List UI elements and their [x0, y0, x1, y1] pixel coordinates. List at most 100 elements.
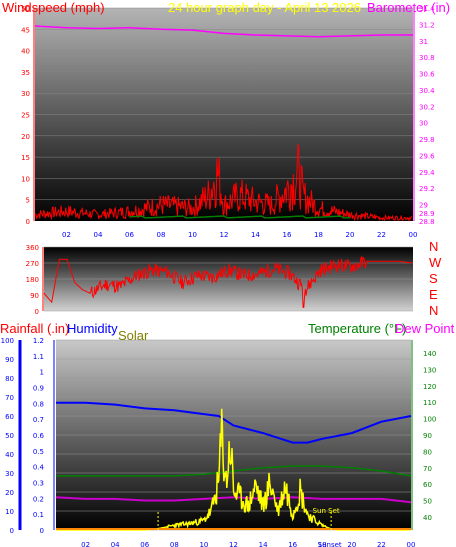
hour-tick-label: 20 — [346, 231, 355, 239]
wind-barometer-panel: 0 5 10 15 20 25 30 35 40 45 50 28.828.929 29.2 29.4 29… — [21, 5, 435, 239]
temperature-tick-label: 100 — [423, 416, 436, 424]
temperature-tick-label: 60 — [423, 481, 432, 489]
dewpoint-line — [55, 496, 412, 504]
humidity-tick-label: 0.3 — [33, 480, 44, 488]
compass-label: N — [429, 303, 438, 318]
windspeed-axis-title: Windspeed (mph) — [2, 0, 105, 15]
temperature-tick-label: 50 — [423, 498, 432, 506]
windspeed-tick-label: 20 — [21, 133, 30, 141]
hour-tick-label: 00 — [409, 231, 418, 239]
rainfall-tick-label: 70 — [5, 394, 14, 402]
direction-tick-label: 0 — [35, 308, 39, 316]
dewpoint-axis-title: Dew Point ( — [395, 321, 456, 336]
hour-tick-label: 18 — [318, 541, 327, 547]
hour-tick-label: 14 — [251, 231, 260, 239]
barometer-tick-label: 30.2 — [419, 103, 435, 111]
hour-tick-label: 06 — [125, 231, 134, 239]
temperature-tick-label: 140 — [423, 350, 436, 358]
rainfall-tick-label: 60 — [5, 413, 14, 421]
barometer-line — [34, 25, 413, 38]
hour-tick-label: 14 — [259, 541, 268, 547]
temperature-tick-label: 40 — [423, 514, 432, 522]
windspeed-line — [34, 143, 413, 222]
windspeed-tick-label: 35 — [21, 69, 30, 77]
direction-tick-label: 270 — [26, 260, 39, 268]
temperature-tick-label: 110 — [423, 399, 436, 407]
rainfall-axis-title: Rainfall (.in) — [0, 321, 70, 336]
temperature-tick-label: 80 — [423, 448, 432, 456]
humidity-tick-label: 1 — [40, 369, 44, 377]
humidity-axis-title: Humidity — [67, 321, 118, 336]
direction-tick-label: 360 — [26, 244, 39, 252]
barometer-tick-label: 29.2 — [419, 185, 435, 193]
windspeed-tick-label: 45 — [21, 26, 30, 34]
barometer-tick-label: 28.9 — [419, 210, 435, 218]
humidity-tick-label: 1.2 — [33, 337, 44, 345]
hour-tick-label: 22 — [377, 231, 386, 239]
barometer-tick-label: 30 — [419, 120, 428, 128]
humidity-tick-label: 1.1 — [33, 353, 44, 361]
rainfall-tick-label: 90 — [5, 356, 14, 364]
humidity-tick-label: 0.1 — [33, 511, 44, 519]
hour-tick-label: 20 — [347, 541, 356, 547]
rainfall-tick-label: 50 — [5, 432, 14, 440]
rain-humidity-temperature-panel: 010203040506070809010000.10.20.30.40.50.… — [1, 337, 437, 547]
hour-tick-label: 16 — [283, 231, 292, 239]
hour-tick-label: 00 — [407, 541, 416, 547]
hour-tick-label: 02 — [81, 541, 90, 547]
barometer-tick-label: 28.8 — [419, 218, 435, 226]
wind-average-line — [129, 215, 351, 219]
rainfall-tick-label: 40 — [5, 451, 14, 459]
temperature-tick-label: 70 — [423, 465, 432, 473]
sunset-annotation: Sun Set — [313, 507, 340, 515]
temperature-tick-label: 120 — [423, 383, 436, 391]
humidity-tick-label: 0.6 — [33, 432, 45, 440]
barometer-tick-label: 30.4 — [419, 87, 435, 95]
windspeed-tick-label: 5 — [26, 197, 30, 205]
windspeed-tick-label: 40 — [21, 48, 30, 56]
hour-tick-label: 12 — [220, 231, 229, 239]
barometer-tick-label: 29.8 — [419, 136, 435, 144]
rainfall-tick-label: 10 — [5, 508, 14, 516]
rainfall-tick-label: 30 — [5, 470, 14, 478]
compass-label: S — [429, 271, 438, 286]
barometer-tick-label: 31.2 — [419, 21, 435, 29]
windspeed-tick-label: 15 — [21, 154, 30, 162]
temperature-tick-label: 90 — [423, 432, 432, 440]
hour-tick-label: 22 — [377, 541, 386, 547]
hour-tick-label: 04 — [94, 231, 103, 239]
humidity-tick-label: 0 — [40, 527, 44, 535]
hour-tick-label: 08 — [170, 541, 179, 547]
barometer-tick-label: 30.6 — [419, 71, 435, 79]
compass-label: E — [429, 287, 438, 302]
windspeed-tick-label: 50 — [21, 5, 30, 13]
hour-tick-label: 18 — [314, 231, 323, 239]
rainfall-tick-label: 80 — [5, 375, 14, 383]
humidity-tick-label: 0.8 — [33, 400, 44, 408]
humidity-tick-label: 0.9 — [33, 385, 44, 393]
humidity-tick-label: 0.2 — [33, 495, 44, 503]
barometer-axis-title: Barometer (in) — [367, 0, 451, 15]
sunset-axis-annotation: Sunset — [318, 541, 342, 547]
windspeed-tick-label: 0 — [26, 218, 30, 226]
barometer-tick-label: 29.4 — [419, 169, 435, 177]
windspeed-tick-label: 25 — [21, 112, 30, 120]
rainfall-tick-label: 0 — [10, 527, 14, 535]
humidity-tick-label: 0.7 — [33, 416, 44, 424]
chart-title: 24 hour graph day - April 13 2026 — [168, 0, 361, 15]
direction-tick-label: 90 — [30, 292, 39, 300]
solar-axis-title: Solar — [118, 328, 149, 343]
windspeed-tick-label: 10 — [21, 175, 30, 183]
compass-label: W — [429, 255, 442, 270]
hour-tick-label: 04 — [111, 541, 120, 547]
hour-tick-label: 10 — [199, 541, 208, 547]
barometer-tick-label: 29.6 — [419, 152, 435, 160]
temperature-axis-title: Temperature (°F) — [308, 321, 407, 336]
rainfall-tick-label: 20 — [5, 489, 14, 497]
barometer-tick-label: 31 — [419, 38, 428, 46]
humidity-line — [56, 401, 412, 444]
barometer-tick-label: 31.4 — [419, 5, 435, 13]
barometer-tick-label: 30.8 — [419, 54, 435, 62]
